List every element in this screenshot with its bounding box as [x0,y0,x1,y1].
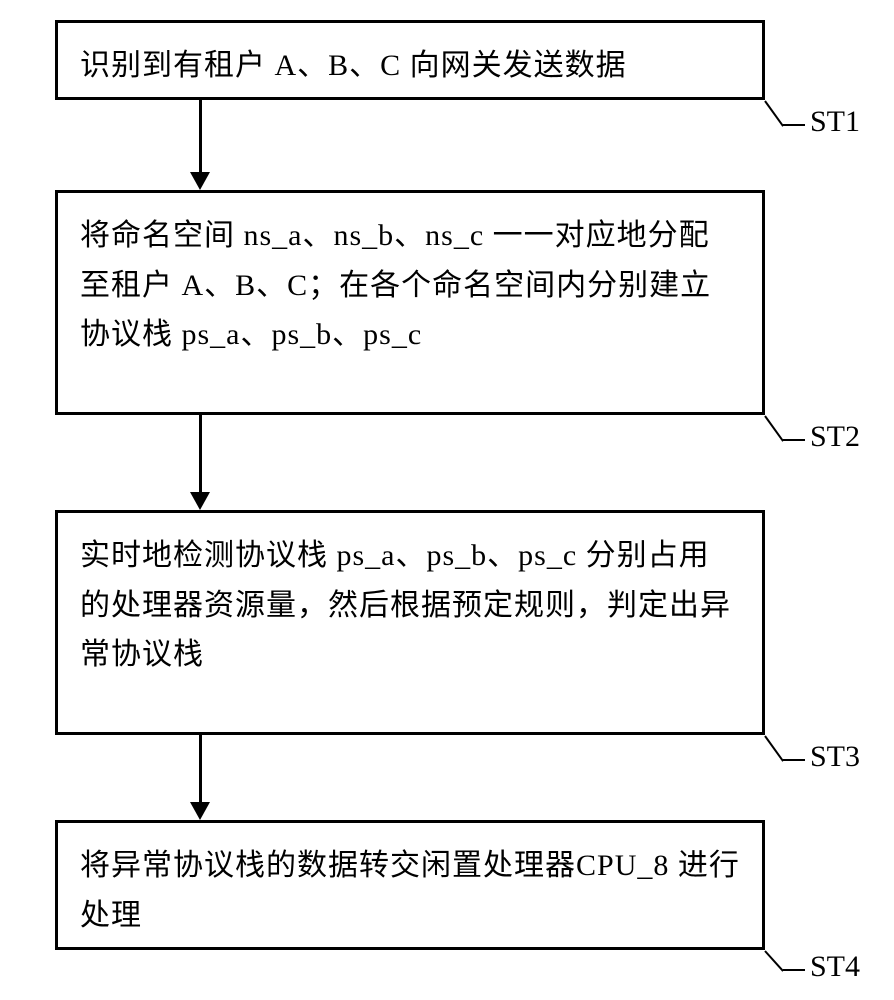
lead-line [764,950,783,971]
flow-box-text: 识别到有租户 A、B、C 向网关发送数据 [80,49,627,82]
flow-box-st1: 识别到有租户 A、B、C 向网关发送数据 [55,20,765,100]
flow-box-st2: 将命名空间 ns_a、ns_b、ns_c 一一对应地分配至租户 A、B、C；在各… [55,190,765,415]
lead-line [764,415,784,441]
lead-line [783,439,805,441]
step-label-st3: ST3 [810,740,860,774]
step-label-st1: ST1 [810,105,860,139]
flow-box-text: 实时地检测协议栈 ps_a、ps_b、ps_c 分别占用的处理器资源量，然后根据… [80,539,731,671]
step-label-st2: ST2 [810,420,860,454]
arrow-line [199,415,202,494]
arrow-head-icon [190,492,210,510]
flow-box-text: 将异常协议栈的数据转交闲置处理器CPU_8 进行处理 [80,849,740,932]
flow-box-text: 将命名空间 ns_a、ns_b、ns_c 一一对应地分配至租户 A、B、C；在各… [80,219,711,351]
lead-line [783,759,805,761]
arrow-line [199,735,202,804]
flowchart-canvas: 识别到有租户 A、B、C 向网关发送数据 ST1 将命名空间 ns_a、ns_b、n… [0,0,894,1000]
lead-line [783,124,805,126]
arrow-head-icon [190,802,210,820]
flow-box-st4: 将异常协议栈的数据转交闲置处理器CPU_8 进行处理 [55,820,765,950]
flow-box-st3: 实时地检测协议栈 ps_a、ps_b、ps_c 分别占用的处理器资源量，然后根据… [55,510,765,735]
lead-line [764,735,784,761]
arrow-line [199,100,202,174]
lead-line [764,100,784,126]
step-label-st4: ST4 [810,950,860,984]
arrow-head-icon [190,172,210,190]
lead-line [783,969,805,971]
